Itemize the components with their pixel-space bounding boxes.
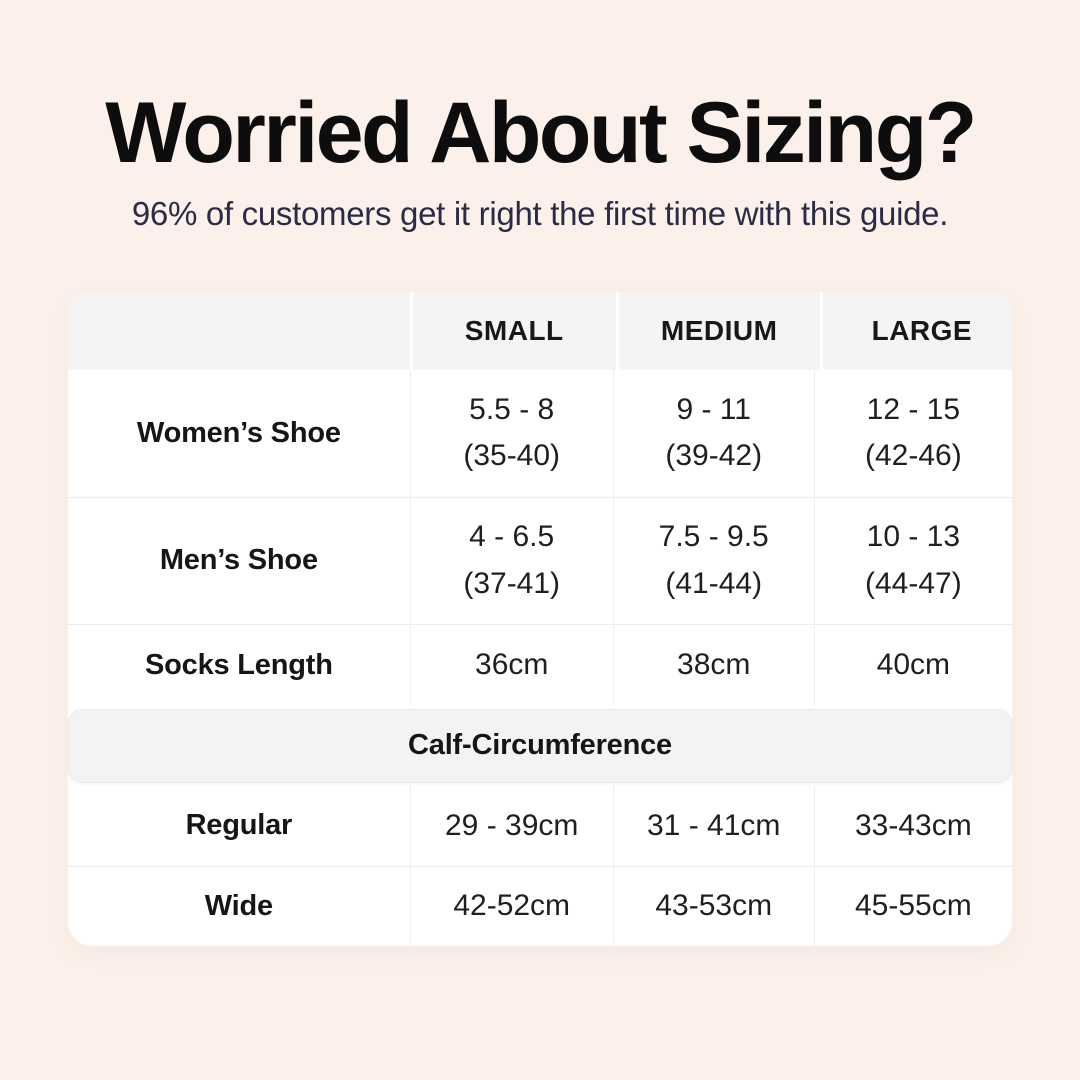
table-row-womens-shoe: Women’s Shoe 5.5 - 8 (35-40) 9 - 11 (39-… [68,369,1012,497]
cell-socks-medium: 38cm [612,624,814,706]
value-eu: (41-44) [665,566,763,600]
header-cell-small: SMALL [412,291,616,370]
header-cell-medium: MEDIUM [618,291,820,370]
value-eu: (37-41) [463,566,561,600]
table-row-mens-shoe: Men’s Shoe 4 - 6.5 (37-41) 7.5 - 9.5 (41… [68,496,1012,624]
calf-circumference-band: Calf-Circumference [68,708,1012,783]
section-header: Calf-Circumference [408,729,672,762]
row-label: Regular [185,809,293,842]
cell-wide-small: 42-52cm [409,866,613,946]
value: 29 - 39cm [445,808,579,842]
page-subtitle: 96% of customers get it right the first … [131,195,949,233]
header-cell-large: LARGE [822,291,1012,370]
cell-wide-large: 45-55cm [813,866,1012,946]
value-us: 5.5 - 8 [469,392,555,426]
row-label: Women’s Shoe [136,416,341,449]
row-label: Socks Length [144,648,333,681]
value: 38cm [677,648,751,682]
cell-regular-medium: 31 - 41cm [612,785,814,866]
cell-womens-large: 12 - 15 (42-46) [813,369,1012,497]
cell-socks-large: 40cm [813,624,1012,706]
value-eu: (35-40) [463,439,561,473]
row-label: Wide [204,889,273,922]
value-eu: (44-47) [864,566,962,600]
value-us: 4 - 6.5 [469,520,555,554]
value: 33-43cm [854,808,972,842]
size-table: SMALL MEDIUM LARGE Women’s Shoe 5.5 - 8 … [68,291,1012,946]
cell-mens-medium: 7.5 - 9.5 (41-44) [612,497,814,624]
cell-socks-small: 36cm [409,624,613,706]
table-row-regular: Regular 29 - 39cm 31 - 41cm 33-43cm [68,785,1012,866]
value: 40cm [876,648,951,682]
table-row-wide: Wide 42-52cm 43-53cm 45-55cm [68,865,1012,946]
table-header-row: SMALL MEDIUM LARGE [68,291,1012,370]
page-title: Worried About Sizing? [105,85,977,181]
value: 45-55cm [854,889,972,923]
value-us: 7.5 - 9.5 [658,520,769,554]
value: 42-52cm [453,889,571,923]
cell-mens-large: 10 - 13 (44-47) [813,497,1012,624]
row-label-cell: Socks Length [68,625,410,706]
value: 43-53cm [655,889,773,923]
cell-womens-small: 5.5 - 8 (35-40) [409,369,613,497]
value-eu: (42-46) [864,439,962,473]
value: 31 - 41cm [647,808,781,842]
value-eu: (39-42) [665,439,763,473]
cell-regular-large: 33-43cm [813,785,1012,866]
cell-wide-medium: 43-53cm [612,866,814,946]
row-label-cell: Women’s Shoe [68,370,410,497]
heading-block: Worried About Sizing? 96% of customers g… [0,0,1080,234]
row-label-cell: Men’s Shoe [68,498,410,624]
row-label-cell: Regular [68,786,410,866]
cell-mens-small: 4 - 6.5 (37-41) [409,497,613,624]
row-label: Men’s Shoe [159,544,318,577]
value-us: 12 - 15 [866,392,961,426]
value-us: 10 - 13 [866,520,961,554]
row-label-cell: Wide [68,867,410,946]
value-us: 9 - 11 [676,392,751,426]
value: 36cm [475,648,549,682]
cell-regular-small: 29 - 39cm [409,785,613,866]
header-cell-empty [68,291,410,370]
cell-womens-medium: 9 - 11 (39-42) [612,369,814,497]
table-row-socks-length: Socks Length 36cm 38cm 40cm [68,623,1012,706]
